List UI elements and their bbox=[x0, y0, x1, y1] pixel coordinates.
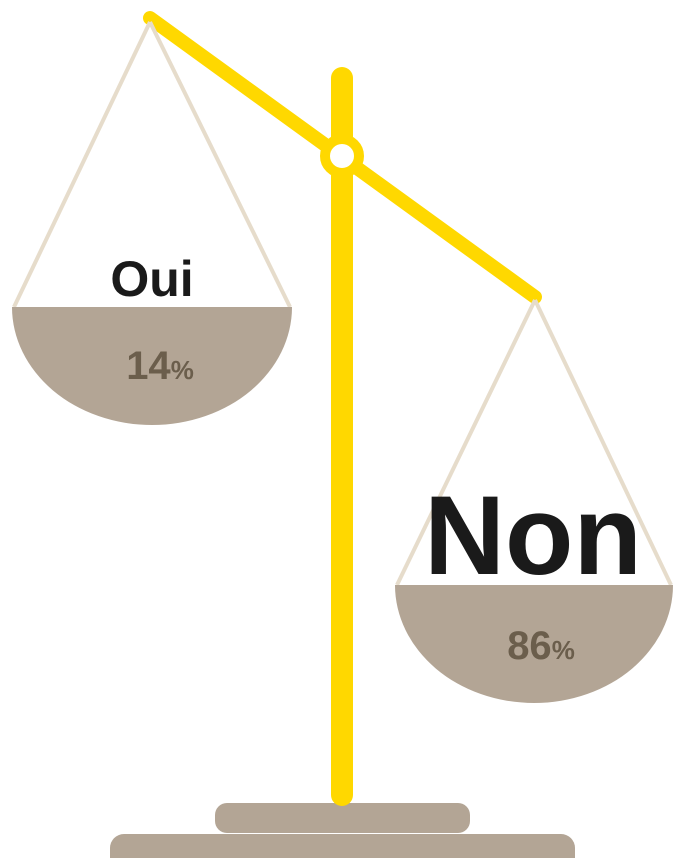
value: 14 bbox=[126, 344, 171, 388]
balance-scale: Oui 14% Non 86% bbox=[0, 0, 673, 858]
base-bottom bbox=[110, 834, 575, 858]
unit: % bbox=[171, 355, 194, 385]
value: 86 bbox=[507, 624, 552, 668]
pivot bbox=[325, 139, 359, 173]
pan-label: Non bbox=[424, 473, 642, 598]
base-top bbox=[215, 803, 470, 833]
unit: % bbox=[552, 635, 575, 665]
pan-label: Oui bbox=[110, 251, 193, 307]
pan-right: Non 86% bbox=[395, 300, 673, 703]
page: {"pans": [ {"label": "Oui", "value": 14,… bbox=[0, 0, 673, 858]
